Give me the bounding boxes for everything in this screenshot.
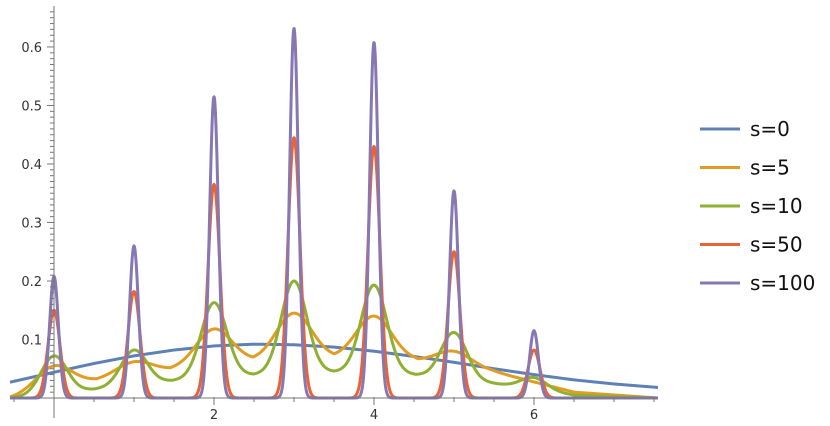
axes-layer [10,6,658,418]
x-tick-label-2: 6 [530,408,538,422]
y-tick-label-5: 0.6 [21,41,42,56]
legend-label-3: s=50 [750,233,803,257]
y-tick-label-0: 0.1 [21,333,42,348]
legend-label-0: s=0 [750,117,790,141]
y-tick-label-4: 0.5 [21,99,42,114]
y-tick-label-1: 0.2 [21,275,42,290]
ticks-layer: 2 4 6 0.1 0.2 0.3 0.4 0.5 0.6 [13,11,655,423]
series-layer [8,27,660,400]
legend-label-2: s=10 [750,194,803,218]
series-line-0 [8,342,660,389]
y-tick-label-3: 0.4 [21,158,42,173]
x-tick-label-0: 2 [210,408,218,422]
x-tick-label-1: 4 [370,408,378,422]
y-tick-label-2: 0.3 [21,216,42,231]
series-line-4 [8,27,660,400]
legend-label-1: s=5 [750,156,790,180]
series-line-2 [8,279,660,400]
legend: s=0 s=5 s=10 s=50 s=100 [700,117,815,295]
series-line-3 [8,136,660,400]
legend-label-4: s=100 [750,271,815,295]
